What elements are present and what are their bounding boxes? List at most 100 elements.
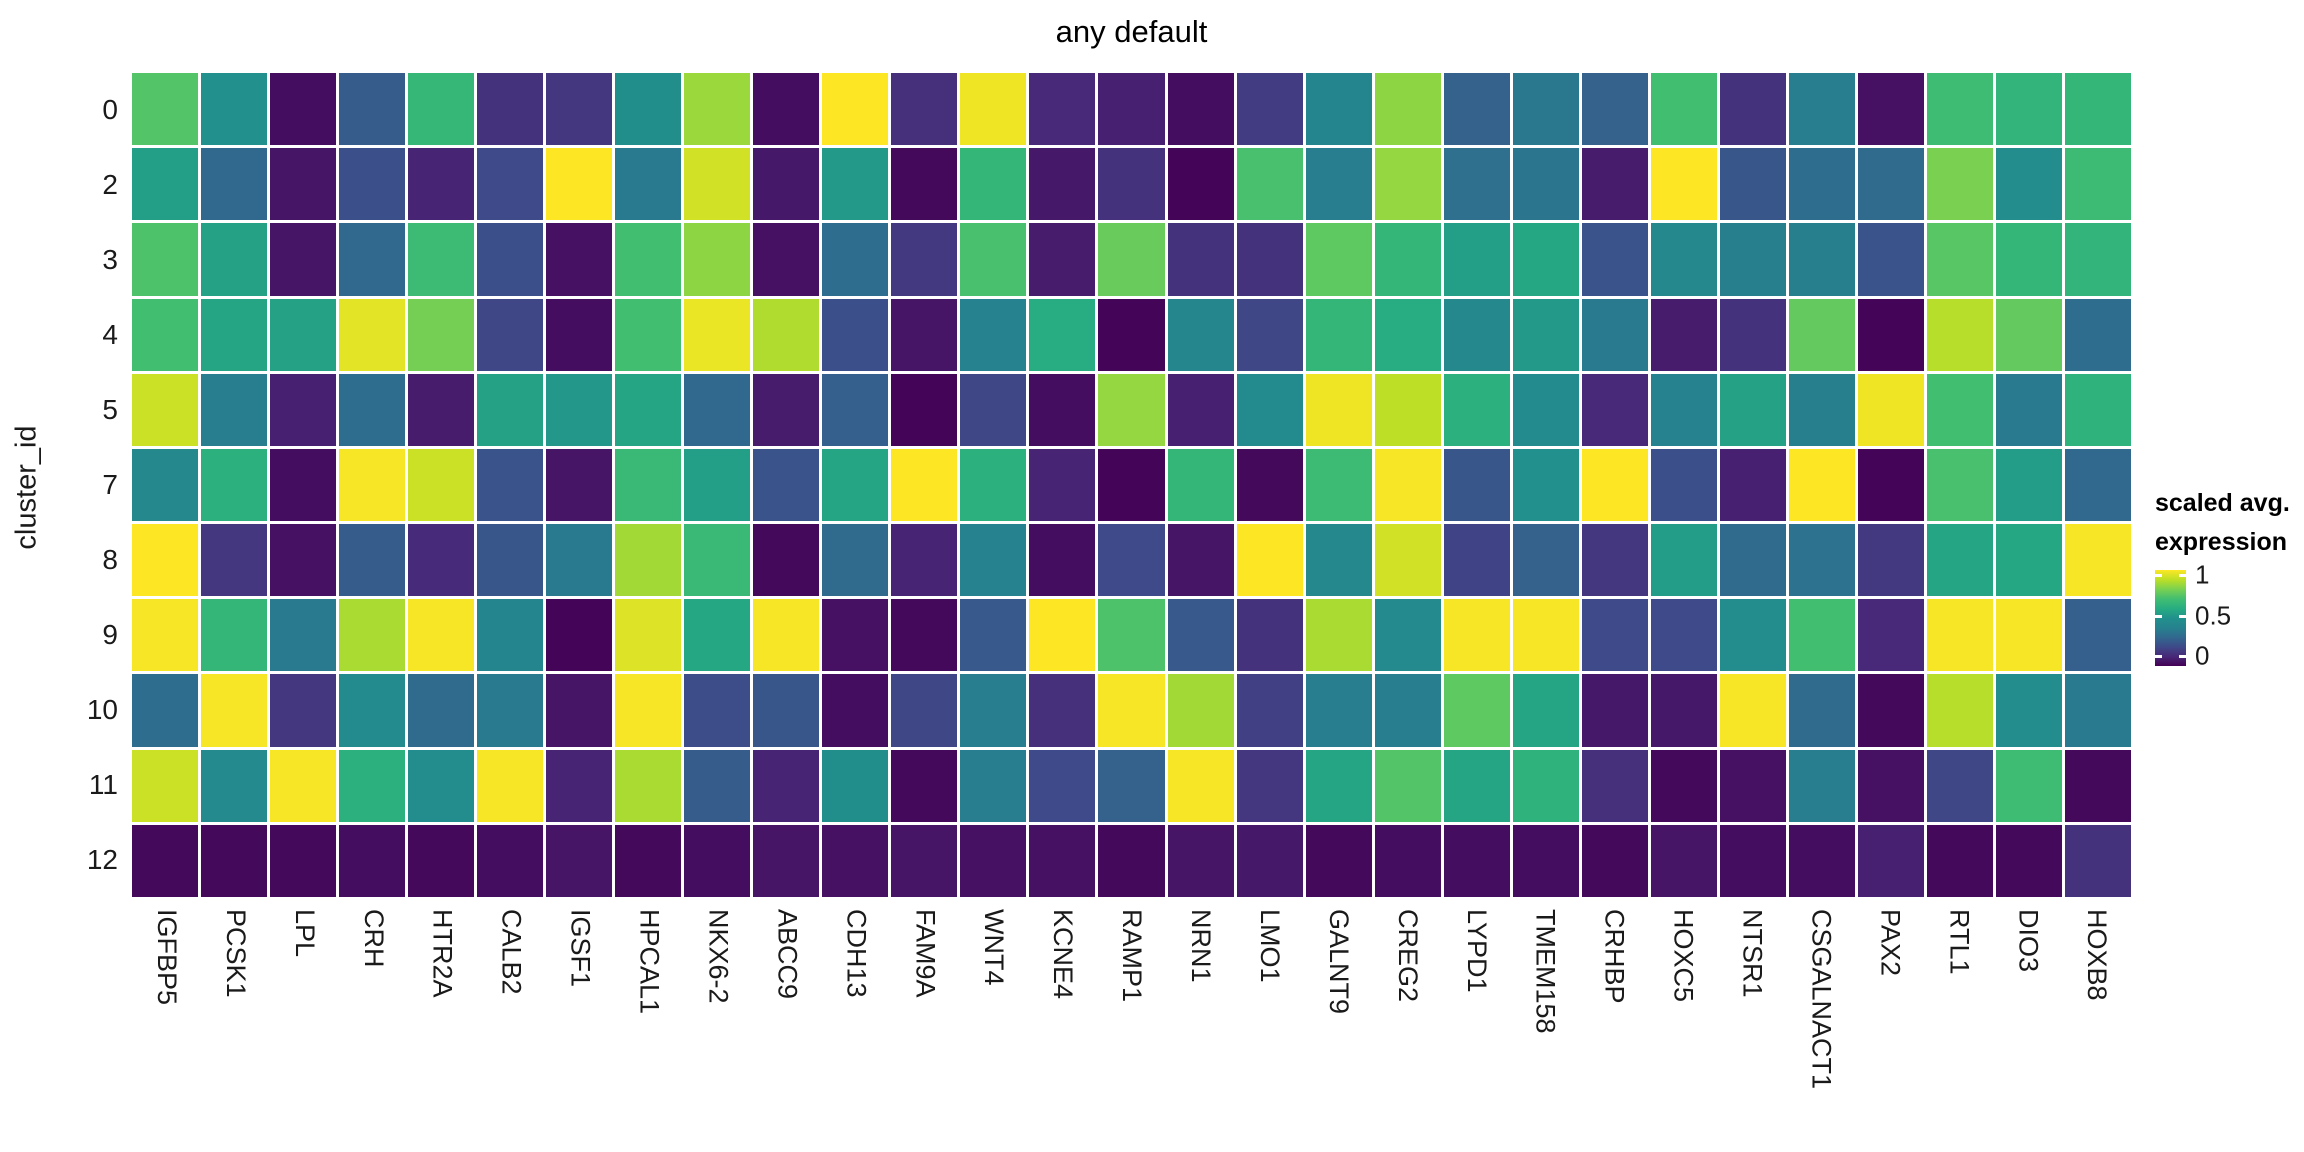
legend-tick-mark: [2155, 614, 2162, 618]
heatmap-cell: [1650, 524, 1717, 597]
heatmap-cell: [1305, 824, 1372, 897]
x-tick-label: HTR2A: [408, 909, 477, 1144]
heatmap-cell: [339, 599, 406, 672]
x-tick-label-text: LPL: [289, 909, 320, 958]
heatmap-cell: [1719, 448, 1786, 522]
heatmap-cell: [546, 824, 613, 897]
heatmap-cell: [753, 749, 820, 822]
x-tick-label: PAX2: [1855, 909, 1924, 1144]
heatmap-cell: [1581, 148, 1648, 221]
heatmap-cell: [960, 824, 1027, 897]
heatmap-cell: [1029, 448, 1096, 522]
x-tick-label-text: IGSF1: [565, 909, 596, 988]
heatmap-cell: [270, 599, 337, 672]
heatmap-cell: [1374, 373, 1441, 446]
heatmap-cell: [1305, 298, 1372, 371]
heatmap-cell: [891, 448, 958, 522]
heatmap-cell: [2064, 824, 2131, 897]
heatmap-cell: [201, 73, 268, 146]
x-tick-label: GALNT9: [1304, 909, 1373, 1144]
x-tick-label-text: FAM9A: [910, 909, 941, 998]
legend: scaled avg. expression 1 0.5 0: [2155, 484, 2304, 670]
x-tick-label: CALB2: [477, 909, 546, 1144]
heatmap-cell: [615, 599, 682, 672]
heatmap-cell: [546, 674, 613, 747]
heatmap-cell: [408, 674, 475, 747]
heatmap-cell: [822, 223, 889, 296]
heatmap-cell: [1719, 298, 1786, 371]
heatmap-cell: [1167, 73, 1234, 146]
heatmap-cell: [1236, 148, 1303, 221]
x-tick-label-text: PAX2: [1875, 909, 1906, 977]
heatmap-cell: [132, 448, 199, 522]
heatmap-cell: [1788, 824, 1855, 897]
heatmap-cell: [1305, 223, 1372, 296]
heatmap-cell: [1305, 148, 1372, 221]
heatmap-cell: [1374, 448, 1441, 522]
heatmap-cell: [1443, 599, 1510, 672]
heatmap-cell: [960, 223, 1027, 296]
heatmap-cell: [1443, 524, 1510, 597]
x-tick-label: HPCAL1: [615, 909, 684, 1144]
heatmap-cell: [339, 223, 406, 296]
x-tick-label-text: CDH13: [841, 909, 872, 998]
heatmap-cell: [1443, 223, 1510, 296]
heatmap-cell: [753, 824, 820, 897]
x-tick-label-text: RAMP1: [1117, 909, 1148, 1003]
heatmap-cell: [408, 599, 475, 672]
heatmap-cell: [1374, 148, 1441, 221]
heatmap-cell: [1788, 599, 1855, 672]
heatmap-cell: [960, 749, 1027, 822]
heatmap-cell: [339, 674, 406, 747]
heatmap-cell: [132, 298, 199, 371]
heatmap-cell: [1857, 749, 1924, 822]
x-tick-label: CSGALNACT1: [1787, 909, 1856, 1144]
x-tick-label-text: WNT4: [979, 909, 1010, 986]
heatmap-cell: [132, 73, 199, 146]
heatmap-cell: [339, 448, 406, 522]
heatmap-cell: [822, 674, 889, 747]
x-tick-label: LPL: [270, 909, 339, 1144]
heatmap-cell: [1029, 223, 1096, 296]
heatmap-cell: [960, 524, 1027, 597]
y-tick-label: 5: [102, 394, 118, 426]
heatmap-cell: [201, 749, 268, 822]
heatmap-cell: [546, 148, 613, 221]
y-axis-tick-labels: 0 2 3 4 5 7 8 9 10 11 12: [0, 73, 118, 897]
heatmap-cell: [1995, 824, 2062, 897]
heatmap-cell: [201, 223, 268, 296]
x-tick-label: FAM9A: [890, 909, 959, 1144]
legend-tick-label: 1: [2195, 559, 2210, 589]
x-tick-label-text: RTL1: [1944, 909, 1975, 975]
heatmap-cell: [1788, 148, 1855, 221]
legend-tick-label: 0: [2195, 640, 2210, 670]
x-axis-tick-labels: IGFBP5 PCSK1 LPL CRH HTR2A CALB2 IGSF1 HPCAL1 NK…: [132, 909, 2131, 1144]
heatmap-cell: [2064, 223, 2131, 296]
heatmap-cell: [1650, 73, 1717, 146]
heatmap-cell: [1581, 73, 1648, 146]
x-tick-label-text: LMO1: [1254, 909, 1285, 983]
y-tick-label: 12: [86, 843, 118, 875]
heatmap-cell: [1098, 524, 1165, 597]
heatmap-cell: [891, 599, 958, 672]
heatmap-cell: [1995, 448, 2062, 522]
heatmap-cell: [1305, 674, 1372, 747]
heatmap-cell: [1167, 824, 1234, 897]
x-tick-label-text: TMEM158: [1530, 909, 1561, 1034]
heatmap-cell: [132, 674, 199, 747]
x-tick-label-text: LYPD1: [1461, 909, 1492, 993]
heatmap-cell: [1167, 148, 1234, 221]
heatmap-cell: [1374, 298, 1441, 371]
heatmap-cell: [132, 223, 199, 296]
y-tick-label: 4: [102, 319, 118, 351]
x-tick-label-text: CALB2: [496, 909, 527, 995]
heatmap-cell: [2064, 749, 2131, 822]
heatmap-cell: [1029, 749, 1096, 822]
heatmap-cell: [753, 223, 820, 296]
heatmap-cell: [1788, 223, 1855, 296]
legend-colorbar: [2155, 569, 2186, 666]
heatmap-cell: [891, 824, 958, 897]
heatmap-cell: [546, 749, 613, 822]
x-tick-label-text: CRHBP: [1599, 909, 1630, 1004]
